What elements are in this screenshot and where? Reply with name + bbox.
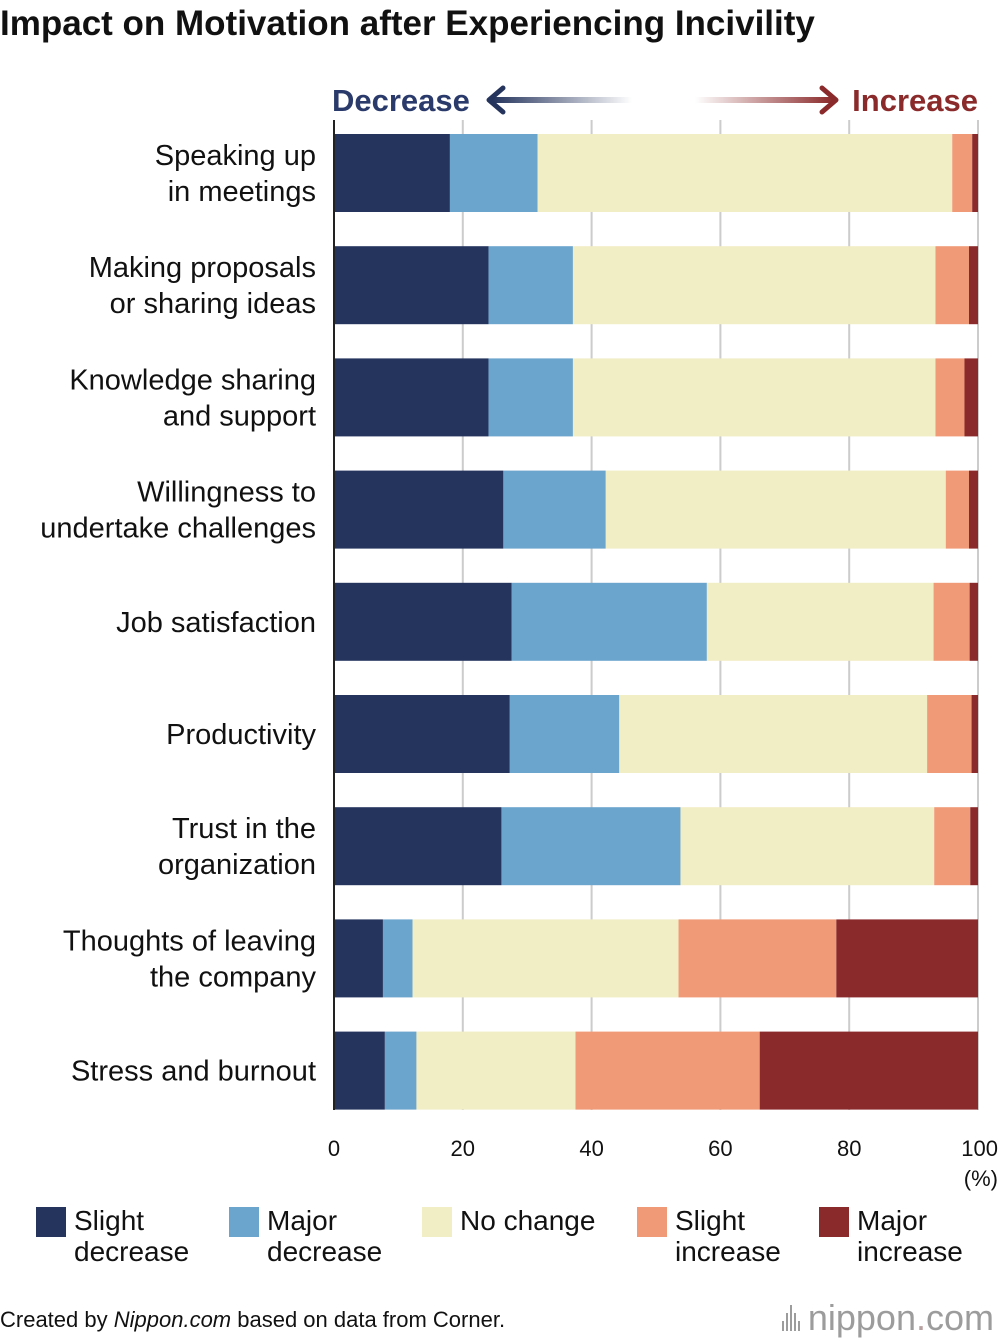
soundwave-icon — [781, 1305, 800, 1331]
category-label: Willingness to undertake challenges — [40, 477, 316, 545]
bar-segment — [619, 695, 928, 773]
category-label: Productivity — [166, 719, 316, 751]
bar-segment — [968, 470, 978, 549]
bar-segment — [509, 695, 620, 773]
bar-segment — [334, 807, 502, 886]
legend-item-major-increase: Major increase — [819, 1205, 963, 1267]
bar-segment — [680, 807, 935, 886]
category-label: Trust in the organization — [158, 813, 316, 881]
bar-segment — [503, 470, 606, 549]
bar-segment — [334, 470, 504, 549]
bar-segment — [382, 919, 413, 998]
bar-segment — [970, 807, 978, 886]
legend-item-slight-decrease: Slight decrease — [36, 1205, 189, 1267]
x-tick-label: 80 — [837, 1136, 861, 1161]
bar-segment — [575, 1031, 760, 1110]
bar-segment — [968, 246, 978, 325]
x-tick-label: 100 — [961, 1136, 998, 1161]
source-credit: Created by Nippon.com based on data from… — [0, 1307, 505, 1333]
bar-segment — [927, 695, 972, 773]
decrease-arrow-icon — [486, 85, 506, 115]
legend-item-major-decrease: Major decrease — [229, 1205, 382, 1267]
direction-indicator: Decrease Increase — [332, 83, 978, 118]
bar-segment — [449, 134, 538, 212]
bar-segment — [605, 470, 946, 549]
bar-segment — [572, 246, 936, 325]
category-labels: Speaking up in meetings Making proposals or… — [40, 140, 316, 1088]
bar-segment — [334, 134, 450, 212]
legend-label: Major decrease — [267, 1205, 383, 1267]
bars — [334, 134, 978, 1110]
x-tick-label: 40 — [579, 1136, 603, 1161]
bar-segment — [952, 134, 973, 212]
legend-swatch — [637, 1207, 667, 1237]
category-label: Thoughts of leaving the company — [63, 925, 317, 993]
bar-segment — [537, 134, 953, 212]
category-label: Job satisfaction — [116, 607, 316, 639]
category-label: Knowledge sharing and support — [69, 364, 316, 432]
legend-swatch — [36, 1207, 66, 1237]
bar-segment — [969, 582, 978, 661]
bar-segment — [334, 695, 510, 773]
legend-label: No change — [460, 1205, 596, 1236]
decrease-arrow-gradient — [492, 97, 632, 103]
bar-segment — [836, 919, 978, 998]
x-axis-unit: (%) — [964, 1166, 998, 1191]
credit-publisher: Nippon.com — [113, 1307, 232, 1332]
bar-segment — [678, 919, 837, 998]
credit-suffix: based on data from Corner. — [231, 1307, 506, 1332]
bar-segment — [511, 582, 707, 661]
category-label: Making proposals or sharing ideas — [89, 252, 316, 320]
brand-tld: com — [925, 1297, 994, 1338]
legend-label: Slight decrease — [74, 1205, 190, 1267]
x-tick-label: 20 — [451, 1136, 475, 1161]
bar-segment — [759, 1031, 978, 1110]
increase-arrow-gradient — [695, 97, 833, 103]
bar-segment — [488, 358, 573, 437]
x-tick-label: 0 — [328, 1136, 340, 1161]
credit-prefix: Created by — [0, 1307, 114, 1332]
bar-segment — [945, 470, 969, 549]
nippon-logo: nippon. com — [781, 1297, 994, 1339]
x-axis: 0 20 40 60 80 100 (%) — [328, 120, 998, 1191]
bar-segment — [971, 695, 978, 773]
bar-segment — [412, 919, 679, 998]
legend-label: Major increase — [857, 1205, 963, 1267]
chart-title: Impact on Motivation after Experiencing … — [0, 4, 815, 43]
bar-segment — [935, 358, 965, 437]
legend-swatch — [422, 1207, 452, 1237]
bar-segment — [964, 358, 978, 437]
x-tick-label: 60 — [708, 1136, 732, 1161]
increase-arrow-icon — [819, 85, 839, 115]
legend-item-no-change: No change — [422, 1205, 595, 1237]
bar-segment — [933, 582, 970, 661]
bar-segment — [488, 246, 573, 325]
bar-segment — [334, 358, 489, 437]
bar-segment — [334, 1031, 385, 1110]
bar-segment — [334, 919, 383, 998]
legend-swatch — [229, 1207, 259, 1237]
increase-label: Increase — [852, 83, 978, 118]
bar-segment — [334, 246, 489, 325]
legend: Slight decrease Major decrease No change… — [0, 1205, 1000, 1285]
category-label: Speaking up in meetings — [155, 140, 316, 208]
bar-segment — [935, 246, 969, 325]
decrease-label: Decrease — [332, 83, 470, 118]
brand-name: nippon — [807, 1297, 916, 1338]
bar-segment — [334, 582, 512, 661]
bar-segment — [934, 807, 971, 886]
bar-segment — [384, 1031, 417, 1110]
brand-dot: . — [915, 1297, 926, 1338]
bar-segment — [972, 134, 978, 212]
bar-segment — [501, 807, 681, 886]
legend-item-slight-increase: Slight increase — [637, 1205, 781, 1267]
bar-segment — [706, 582, 934, 661]
stacked-bar-chart: 0 20 40 60 80 100 (%) Speaking up in meetings Ma… — [40, 83, 998, 1191]
legend-label: Slight increase — [675, 1205, 781, 1267]
bar-segment — [416, 1031, 576, 1110]
legend-swatch — [819, 1207, 849, 1237]
category-label: Stress and burnout — [71, 1056, 316, 1088]
bar-segment — [572, 358, 936, 437]
